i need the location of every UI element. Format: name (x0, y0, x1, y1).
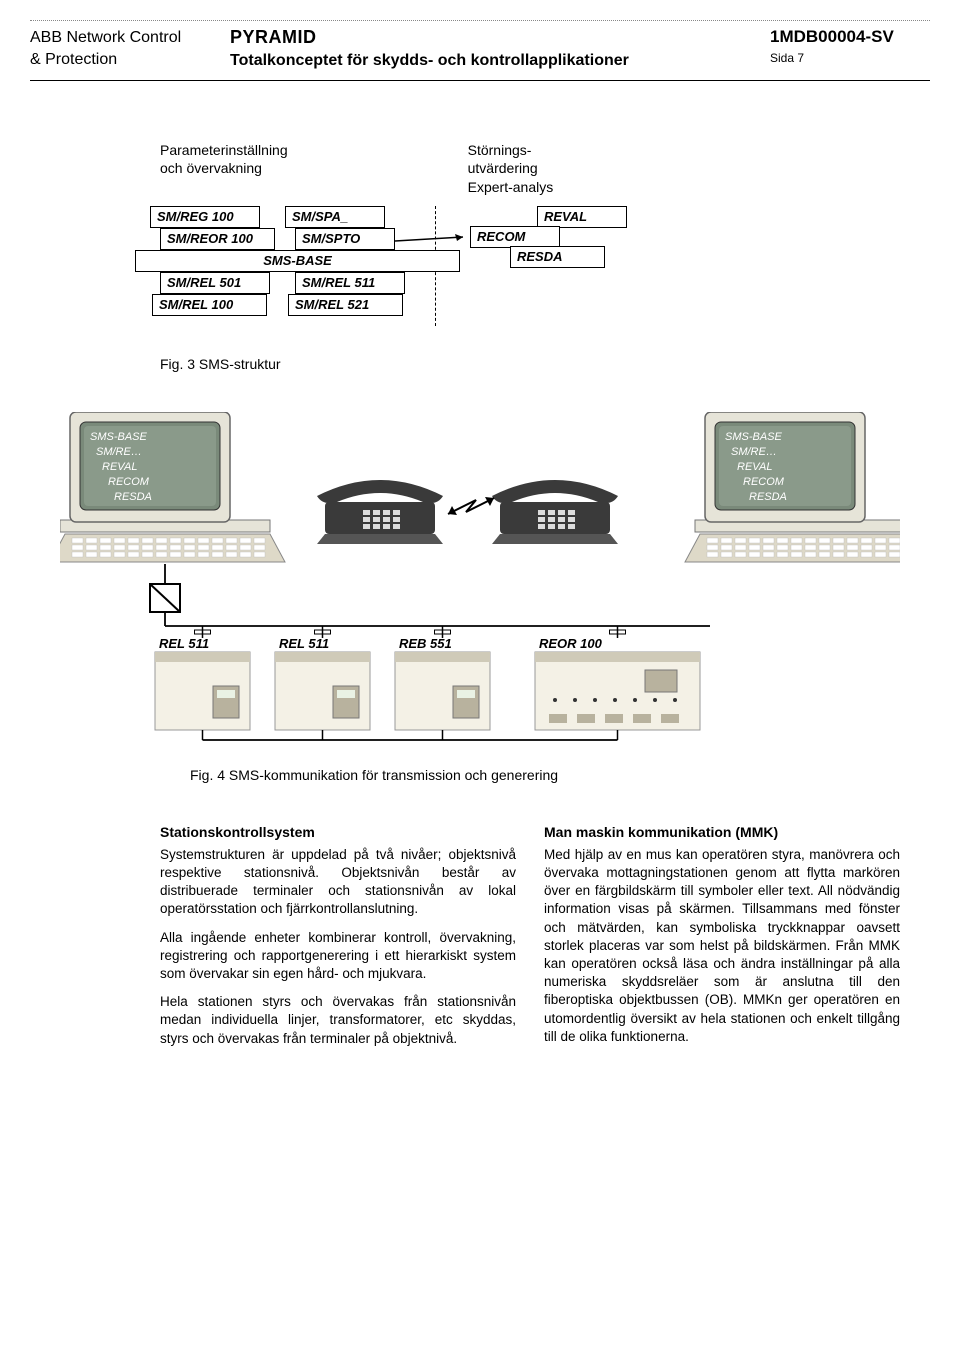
cell-smreor100: SM/REOR 100 (160, 228, 275, 250)
fig3-caption: Fig. 3 SMS-struktur (160, 356, 930, 372)
cell-smspa: SM/SPA_ (285, 206, 385, 228)
body-col-right: Man maskin kommunikation (MMK) Med hjälp… (544, 823, 900, 1058)
header-right: 1MDB00004-SV Sida 7 (770, 27, 930, 70)
right-col-p1: Med hjälp av en mus kan operatören styra… (544, 846, 900, 1046)
svg-text:REVAL: REVAL (737, 461, 772, 473)
fig3-labels: Parameterinställning och övervakning Stö… (160, 141, 930, 196)
svg-text:RESDA: RESDA (749, 491, 787, 503)
page-header: ABB Network Control & Protection PYRAMID… (30, 20, 930, 81)
fig3-label-left-2: och övervakning (160, 160, 262, 176)
svg-text:REL 511: REL 511 (279, 636, 329, 651)
cell-recom: RECOM (470, 226, 560, 248)
figure-3: Parameterinställning och övervakning Stö… (160, 141, 930, 372)
cell-smspto: SM/SPTO (295, 228, 395, 250)
fig3-label-right-2: utvärdering (468, 160, 538, 176)
svg-text:RECOM: RECOM (743, 476, 785, 488)
fig3-label-left: Parameterinställning och övervakning (160, 141, 288, 196)
svg-text:SM/RE…: SM/RE… (96, 446, 142, 458)
svg-text:RECOM: RECOM (108, 476, 150, 488)
svg-text:SM/RE…: SM/RE… (731, 446, 777, 458)
left-col-title: Stationskontrollsystem (160, 823, 516, 842)
svg-text:REL 511: REL 511 (159, 636, 209, 651)
fig3-label-right-3: Expert-analys (468, 179, 554, 195)
cell-resda: RESDA (510, 246, 605, 268)
page-number: Sida 7 (770, 51, 930, 65)
cell-smrel501: SM/REL 501 (160, 272, 270, 294)
header-center: PYRAMID Totalkonceptet för skydds- och k… (210, 27, 770, 70)
cell-smreg100: SM/REG 100 (150, 206, 260, 228)
body-col-left: Stationskontrollsystem Systemstrukturen … (160, 823, 516, 1058)
svg-text:SMS-BASE: SMS-BASE (90, 431, 148, 443)
doc-title-1: PYRAMID (230, 27, 770, 48)
cell-smrel511: SM/REL 511 (295, 272, 405, 294)
doc-number: 1MDB00004-SV (770, 27, 930, 47)
body-columns: Stationskontrollsystem Systemstrukturen … (160, 823, 900, 1058)
cell-smsbase: SMS-BASE (135, 250, 460, 272)
cell-smrel521: SM/REL 521 (288, 294, 403, 316)
svg-text:REB 551: REB 551 (399, 636, 452, 651)
org-line2: & Protection (30, 49, 210, 71)
fig3-label-right-1: Störnings- (468, 142, 532, 158)
figure-4: SMS-BASE SM/RE… REVAL RECOM RESDA SMS-BASE SM/… (60, 412, 900, 783)
left-col-p3: Hela stationen styrs och övervakas från … (160, 993, 516, 1048)
svg-text:RESDA: RESDA (114, 491, 152, 503)
header-left: ABB Network Control & Protection (30, 27, 210, 70)
doc-title-2: Totalkonceptet för skydds- och kontrolla… (230, 52, 770, 70)
fig3-table: SM/REG 100 SM/SPA_ REVAL SM/REOR 100 SM/… (160, 206, 720, 326)
cell-reval: REVAL (537, 206, 627, 228)
fig4-svg: SMS-BASE SM/RE… REVAL RECOM RESDA SMS-BASE SM/… (60, 412, 900, 752)
org-line1: ABB Network Control (30, 27, 210, 49)
left-col-p2: Alla ingående enheter kombinerar kontrol… (160, 929, 516, 984)
cell-smrel100: SM/REL 100 (152, 294, 267, 316)
fig4-caption: Fig. 4 SMS-kommunikation för transmissio… (190, 767, 900, 783)
fig3-arrow (395, 234, 475, 248)
fig3-label-right: Störnings- utvärdering Expert-analys (468, 141, 554, 196)
svg-text:SMS-BASE: SMS-BASE (725, 431, 783, 443)
right-col-title: Man maskin kommunikation (MMK) (544, 823, 900, 842)
svg-text:REVAL: REVAL (102, 461, 137, 473)
fig3-label-left-1: Parameterinställning (160, 142, 288, 158)
svg-text:REOR 100: REOR 100 (539, 636, 603, 651)
left-col-p1: Systemstrukturen är uppdelad på två nivå… (160, 846, 516, 919)
